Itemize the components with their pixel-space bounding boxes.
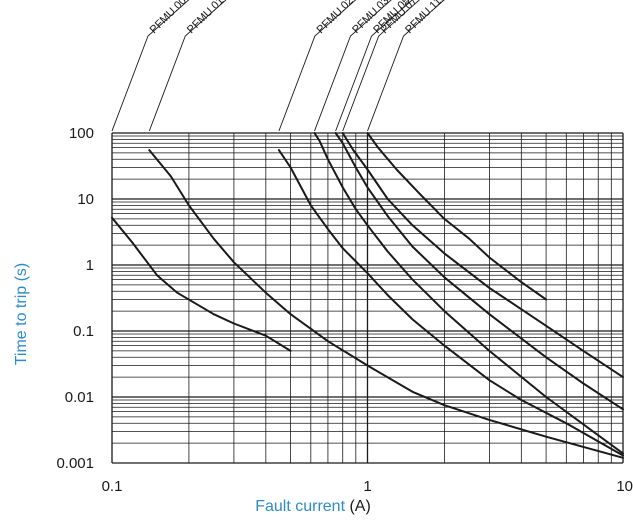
- grid: [111, 132, 624, 464]
- y-tick-label: 0.1: [73, 323, 94, 340]
- curve-pfmu-075-2: [341, 132, 624, 379]
- y-tick-label: 10: [77, 191, 94, 208]
- curves: [111, 132, 624, 459]
- tick-labels: 100 10 1 0.1 0.01 0.001 0.1 1 10: [56, 125, 633, 495]
- y-tick-label: 0.01: [65, 389, 94, 406]
- curve-pfmu-050-2: [334, 132, 624, 411]
- label-leader: [342, 0, 420, 132]
- label-leader: [111, 0, 190, 132]
- x-tick-label: 10: [616, 478, 633, 495]
- y-axis-title: Time to trip (s): [13, 263, 30, 366]
- y-tick-label: 100: [69, 125, 94, 142]
- curve-pfmu-005-2: [111, 216, 292, 352]
- curve-pfmu-035-2: [313, 132, 624, 455]
- x-tick-label: 1: [363, 478, 371, 495]
- x-axis-title: Fault current (A): [255, 498, 371, 515]
- y-tick-label: 0.001: [56, 455, 94, 472]
- label-leader: [278, 0, 357, 132]
- x-tick-label: 0.1: [102, 478, 123, 495]
- curve-label: PFMU.010.2: [185, 0, 237, 36]
- label-leader: [314, 0, 392, 132]
- label-leader: [148, 0, 227, 132]
- label-leader: [367, 0, 445, 132]
- curve-pfmu-110-2: [366, 132, 548, 301]
- y-tick-label: 1: [86, 257, 94, 274]
- label-leader: [335, 0, 413, 132]
- curve-pfmu-010-2: [148, 149, 624, 459]
- curve-pfmu-020-2: [277, 149, 624, 457]
